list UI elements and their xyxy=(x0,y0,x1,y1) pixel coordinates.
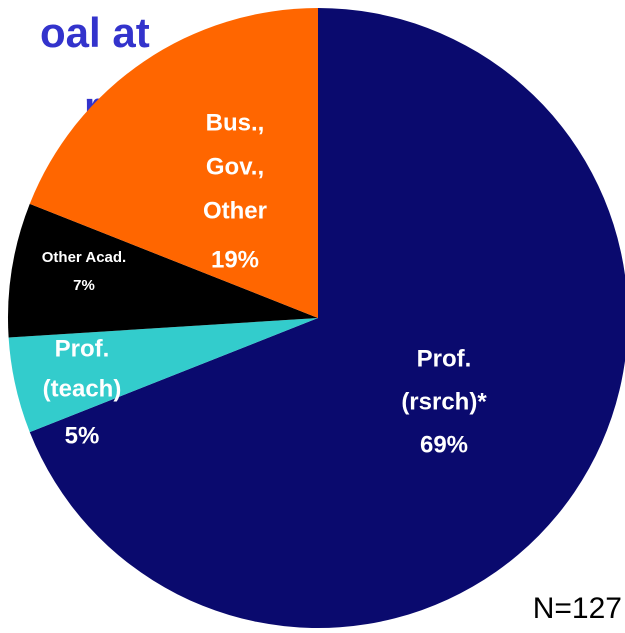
value-label: 19% xyxy=(211,246,259,273)
slice-label: Other xyxy=(203,197,267,224)
value-label: 69% xyxy=(420,431,468,458)
annotation: N=127 xyxy=(533,592,622,625)
pie xyxy=(8,8,625,628)
pie-slice xyxy=(29,8,625,628)
slice-label: Other Acad. xyxy=(42,249,126,266)
slice-label: Prof. xyxy=(55,335,110,362)
value-label: 7% xyxy=(73,277,95,294)
slice-label: Bus., xyxy=(206,109,265,136)
chart-title: oal at xyxy=(40,9,150,56)
slice-label: (rsrch)* xyxy=(401,388,487,415)
slice-label: Prof. xyxy=(417,345,472,372)
value-label: 5% xyxy=(65,422,100,449)
pie-slice xyxy=(8,203,319,338)
labels: Prof. (rsrch)* 69% Prof. (teach) 5% Other Acad… xyxy=(42,109,488,458)
pie-slice xyxy=(8,318,318,433)
slice-label: Gov., xyxy=(206,153,264,180)
slice-label: (teach) xyxy=(43,375,122,402)
pie-slice xyxy=(29,8,319,318)
